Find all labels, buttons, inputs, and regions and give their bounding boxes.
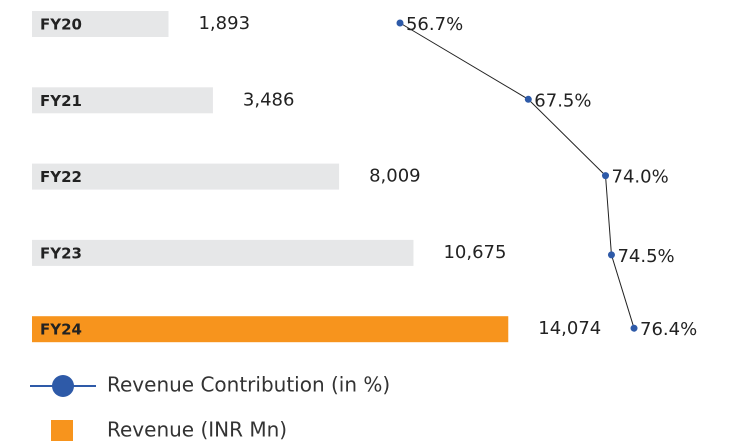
- bar: [32, 87, 213, 114]
- line-point: [630, 324, 638, 332]
- value-label: 10,675: [443, 242, 506, 263]
- bar: [32, 163, 340, 190]
- value-label: 3,486: [243, 89, 295, 110]
- point-label: 74.0%: [612, 167, 669, 188]
- bar: [32, 239, 414, 266]
- point-label: 67.5%: [534, 90, 591, 111]
- value-label: 1,893: [198, 13, 250, 34]
- category-label: FY20: [40, 16, 82, 34]
- category-label: FY24: [40, 321, 82, 339]
- bar: [32, 11, 169, 37]
- bar: [32, 316, 509, 343]
- category-label: FY22: [40, 168, 82, 186]
- point-label: 56.7%: [406, 14, 463, 35]
- legend-marker: [52, 375, 74, 397]
- line-point: [602, 172, 610, 180]
- value-label: 8,009: [369, 166, 421, 187]
- category-label: FY21: [40, 92, 82, 110]
- category-label: FY23: [40, 244, 82, 262]
- legend-label: Revenue Contribution (in %): [107, 373, 390, 397]
- point-label: 76.4%: [640, 319, 697, 340]
- legend-label: Revenue (INR Mn): [107, 418, 287, 441]
- line-point: [396, 19, 404, 27]
- point-label: 74.5%: [617, 246, 674, 267]
- line-point: [524, 95, 532, 103]
- line: [399, 22, 635, 329]
- value-label: 14,074: [538, 318, 601, 339]
- legend-swatch: [51, 420, 73, 441]
- line-point: [607, 251, 615, 259]
